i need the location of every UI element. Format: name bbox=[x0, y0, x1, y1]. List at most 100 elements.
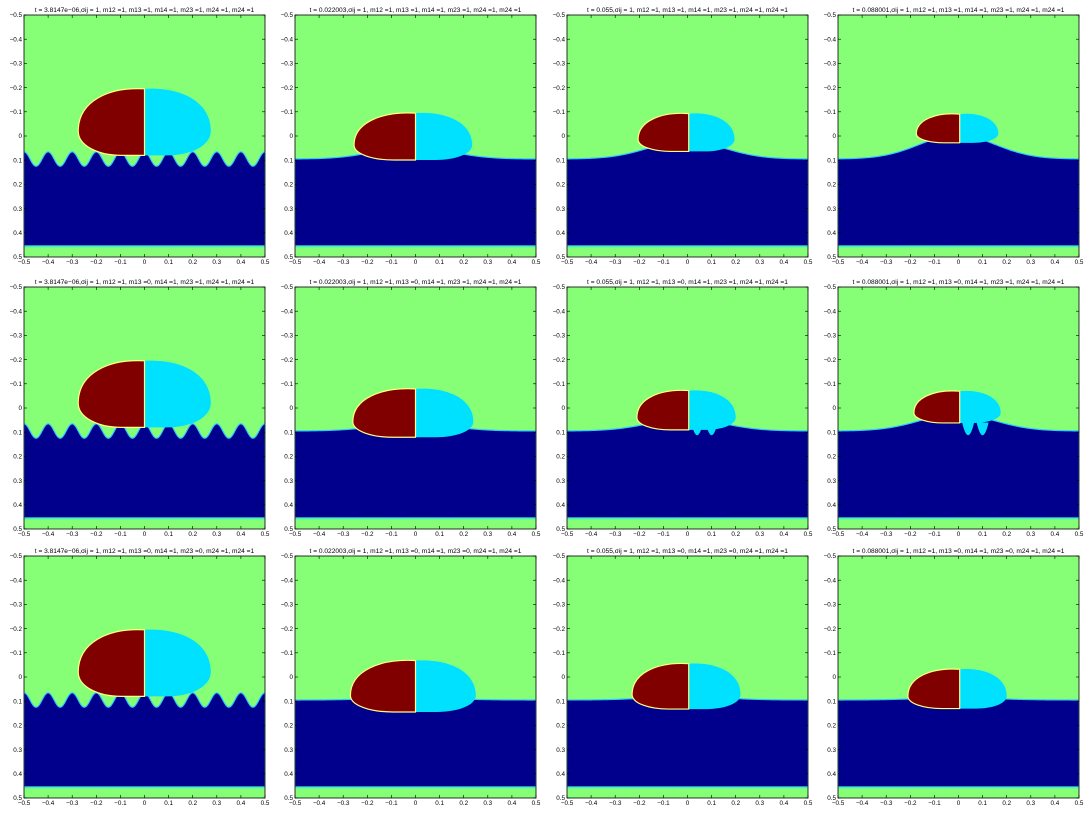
bottom-strip bbox=[295, 246, 536, 257]
y-tick-label: 0.4 bbox=[556, 771, 565, 778]
y-tick-label: 0.3 bbox=[284, 747, 293, 754]
y-tick-label: 0.3 bbox=[827, 747, 836, 754]
y-tick-label: 0.1 bbox=[284, 698, 293, 705]
panel-5: −0.5 −0.4 −0.3 −0.2 −0.1 0 0.1 0.2 0.3 0.4 0.5−0.5… bbox=[10, 279, 270, 538]
bottom-strip bbox=[838, 246, 1079, 257]
bottom-strip bbox=[295, 787, 536, 798]
bottom-phase bbox=[567, 418, 808, 529]
y-tick-label: 0.1 bbox=[13, 698, 22, 705]
x-tick-label: −0.5 bbox=[18, 800, 31, 807]
panel-title: t = 0.088001,σij = 1, m12 =1, m13 =0, m1… bbox=[853, 279, 1065, 286]
y-tick-label: −0.4 bbox=[824, 577, 837, 584]
x-tick-label: 0.3 bbox=[483, 531, 492, 538]
bottom-phase bbox=[24, 423, 265, 529]
x-tick-label: 0.4 bbox=[237, 259, 246, 266]
x-tick-label: −0.3 bbox=[880, 259, 893, 266]
y-tick-label: −0.4 bbox=[553, 36, 566, 43]
phase-field bbox=[567, 15, 808, 257]
y-tick-label: −0.1 bbox=[10, 381, 23, 388]
y-tick-label: −0.5 bbox=[10, 284, 23, 291]
x-tick-label: 0.1 bbox=[435, 531, 444, 538]
y-tick-label: 0.4 bbox=[284, 230, 293, 237]
x-tick-label: −0.4 bbox=[42, 259, 55, 266]
y-tick-label: 0.5 bbox=[827, 254, 836, 261]
y-tick-label: 0.3 bbox=[556, 747, 565, 754]
x-tick-label: −0.1 bbox=[657, 800, 670, 807]
x-tick-label: 0.1 bbox=[164, 800, 173, 807]
y-tick-label: −0.5 bbox=[824, 12, 837, 19]
x-tick-label: −0.1 bbox=[114, 531, 127, 538]
y-tick-label: −0.4 bbox=[824, 36, 837, 43]
bottom-phase bbox=[838, 696, 1079, 798]
y-tick-label: 0.5 bbox=[556, 526, 565, 533]
x-tick-label: 0.5 bbox=[1075, 531, 1084, 538]
y-tick-label: −0.1 bbox=[553, 109, 566, 116]
x-tick-label: 0.1 bbox=[978, 259, 987, 266]
y-tick-label: 0.3 bbox=[13, 478, 22, 485]
y-tick-label: −0.2 bbox=[281, 357, 294, 364]
bottom-strip bbox=[24, 246, 265, 257]
x-tick-label: 0.3 bbox=[755, 259, 764, 266]
y-tick-label: −0.5 bbox=[281, 12, 294, 19]
left-drop-leg bbox=[392, 691, 405, 705]
x-tick-label: 0 bbox=[957, 259, 961, 266]
x-tick-label: −0.2 bbox=[361, 259, 374, 266]
x-tick-label: 0 bbox=[414, 259, 418, 266]
x-tick-label: −0.1 bbox=[385, 259, 398, 266]
y-tick-label: 0.2 bbox=[556, 723, 565, 730]
phase-field bbox=[24, 556, 265, 798]
x-tick-label: −0.3 bbox=[337, 531, 350, 538]
x-tick-label: −0.3 bbox=[66, 800, 79, 807]
y-tick-label: 0.2 bbox=[556, 182, 565, 189]
bottom-strip bbox=[295, 518, 536, 529]
y-tick-label: 0.4 bbox=[284, 502, 293, 509]
x-tick-label: 0 bbox=[686, 531, 690, 538]
y-tick-label: −0.2 bbox=[824, 357, 837, 364]
x-tick-label: −0.4 bbox=[856, 800, 869, 807]
x-tick-label: 0.4 bbox=[1051, 800, 1060, 807]
y-tick-label: 0.2 bbox=[284, 454, 293, 461]
x-tick-label: −0.1 bbox=[928, 800, 941, 807]
panel-12: −0.5 −0.4 −0.3 −0.2 −0.1 0 0.1 0.2 0.3 0.4 0.5−0.5… bbox=[824, 548, 1084, 807]
bottom-phase bbox=[24, 692, 265, 798]
y-tick-label: −0.2 bbox=[10, 85, 23, 92]
x-tick-label: −0.3 bbox=[880, 531, 893, 538]
x-tick-label: −0.4 bbox=[856, 259, 869, 266]
y-tick-label: −0.3 bbox=[281, 61, 294, 68]
x-tick-label: 0.5 bbox=[1075, 259, 1084, 266]
bottom-strip-edge bbox=[838, 245, 1079, 248]
left-drop bbox=[352, 388, 417, 438]
right-drop bbox=[144, 360, 211, 428]
x-tick-label: 0 bbox=[143, 531, 147, 538]
y-tick-label: −0.1 bbox=[553, 381, 566, 388]
x-tick-label: −0.3 bbox=[609, 259, 622, 266]
y-tick-label: 0.5 bbox=[13, 795, 22, 802]
x-tick-label: −0.4 bbox=[585, 531, 598, 538]
left-drop bbox=[637, 112, 690, 153]
x-tick-label: −0.4 bbox=[313, 531, 326, 538]
x-tick-label: 0.2 bbox=[459, 531, 468, 538]
x-tick-label: −0.1 bbox=[928, 259, 941, 266]
y-tick-label: 0.5 bbox=[827, 526, 836, 533]
x-tick-label: 0.5 bbox=[261, 531, 270, 538]
phase-field bbox=[567, 287, 808, 529]
y-tick-label: 0.3 bbox=[556, 206, 565, 213]
x-tick-label: 0 bbox=[686, 259, 690, 266]
y-tick-label: 0.5 bbox=[284, 795, 293, 802]
y-tick-label: 0.2 bbox=[556, 454, 565, 461]
x-tick-label: 0.1 bbox=[435, 800, 444, 807]
y-tick-label: 0 bbox=[561, 133, 565, 140]
panel-title: t = 0.022003,σij = 1, m12 =1, m13 =0, m1… bbox=[310, 279, 522, 286]
panel-3: −0.5 −0.4 −0.3 −0.2 −0.1 0 0.1 0.2 0.3 0.4 0.5−0.5… bbox=[553, 7, 813, 266]
y-tick-label: −0.3 bbox=[281, 602, 294, 609]
x-tick-label: 0 bbox=[414, 800, 418, 807]
y-tick-label: 0.3 bbox=[284, 206, 293, 213]
x-tick-label: −0.3 bbox=[609, 531, 622, 538]
y-tick-label: 0.2 bbox=[284, 182, 293, 189]
y-tick-label: 0.4 bbox=[13, 230, 22, 237]
x-tick-label: −0.1 bbox=[385, 531, 398, 538]
right-drop bbox=[144, 629, 211, 697]
panel-2: −0.5 −0.4 −0.3 −0.2 −0.1 0 0.1 0.2 0.3 0.4 0.5−0.5… bbox=[281, 7, 541, 266]
bottom-phase bbox=[24, 151, 265, 257]
panel-title: t = 0.088001,σij = 1, m12 =1, m13 =1, m1… bbox=[853, 7, 1065, 14]
